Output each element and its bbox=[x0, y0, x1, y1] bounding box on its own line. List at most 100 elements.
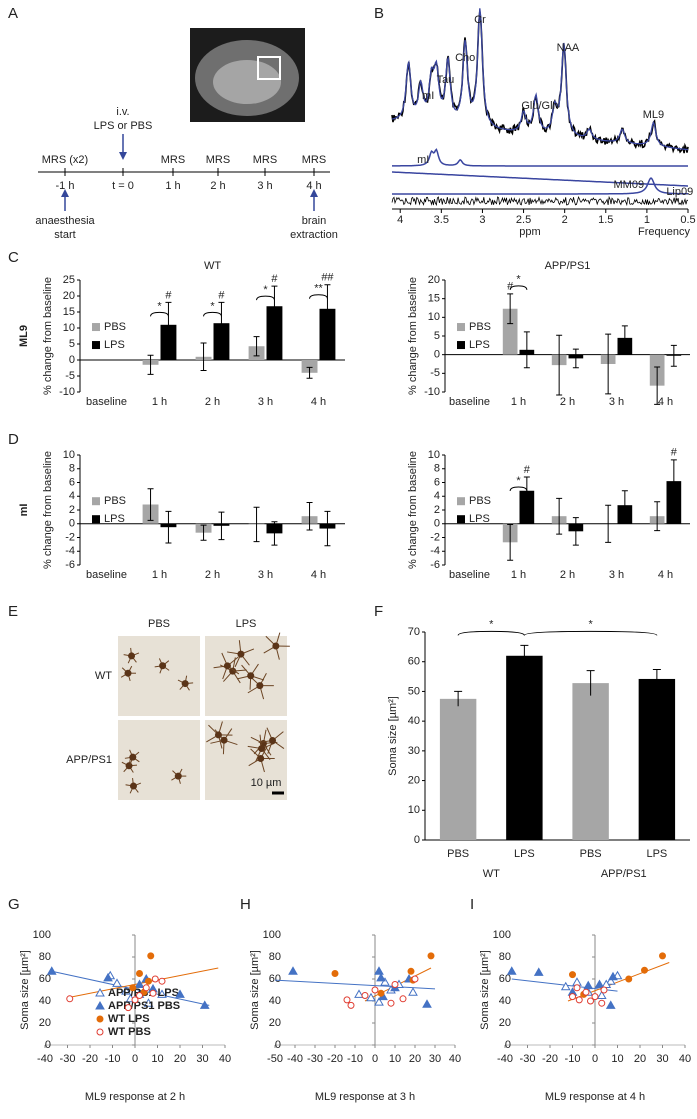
point bbox=[66, 995, 74, 1003]
significance: # bbox=[507, 281, 514, 293]
spectrum-fit bbox=[391, 8, 689, 151]
x-tick-label: -30 bbox=[60, 1053, 76, 1065]
y-tick-label: 60 bbox=[269, 973, 281, 985]
x-tick-label: -40 bbox=[287, 1053, 303, 1065]
legend-label: APP/PS1 PBS bbox=[108, 1000, 180, 1012]
y-tick-label: -10 bbox=[59, 386, 75, 398]
y-tick-label: 30 bbox=[408, 745, 420, 757]
bracket bbox=[256, 295, 275, 301]
y-tick-label: 2 bbox=[434, 504, 440, 516]
error-bar bbox=[507, 293, 514, 325]
y-tick-label: 0 bbox=[434, 518, 440, 530]
point bbox=[366, 992, 376, 1002]
x-tick-label: PBS bbox=[580, 848, 602, 860]
x-tick-label: 10 bbox=[611, 1053, 623, 1065]
x-tick-label: 20 bbox=[174, 1053, 186, 1065]
error-bar bbox=[324, 510, 331, 547]
component-mi bbox=[392, 148, 688, 167]
legend-swatch bbox=[92, 497, 100, 506]
bracket bbox=[203, 311, 222, 317]
timeline-label: MRS (x2) bbox=[42, 154, 88, 166]
legend-swatch bbox=[457, 323, 465, 332]
bracket bbox=[309, 294, 328, 299]
cell-body bbox=[124, 669, 132, 677]
point bbox=[143, 998, 154, 1007]
x-tick-label: LPS bbox=[514, 848, 535, 860]
bar bbox=[439, 698, 477, 840]
significance: * bbox=[516, 274, 521, 286]
x-tick-label: 20 bbox=[634, 1053, 646, 1065]
timeline-note: start bbox=[54, 229, 75, 241]
point bbox=[371, 986, 379, 994]
cell-body bbox=[237, 650, 245, 658]
peak-label: Cr bbox=[474, 14, 486, 26]
x-tick-label: 1 h bbox=[152, 396, 167, 408]
error-bar bbox=[253, 336, 260, 357]
x-tick-label: -30 bbox=[520, 1053, 536, 1065]
error-bar bbox=[218, 301, 225, 345]
cell-body bbox=[247, 672, 255, 680]
y-tick-label: 10 bbox=[63, 322, 75, 334]
x-tick-label: 0 bbox=[372, 1053, 378, 1065]
micrograph bbox=[205, 636, 287, 716]
y-tick-label: 40 bbox=[269, 995, 281, 1007]
panel-label: I bbox=[470, 896, 474, 913]
error-bar bbox=[454, 690, 463, 707]
y-tick-label: 80 bbox=[269, 951, 281, 963]
error-bar bbox=[200, 524, 207, 541]
point bbox=[596, 990, 607, 999]
point bbox=[134, 979, 145, 988]
panel-label: G bbox=[8, 896, 20, 913]
significance: * bbox=[588, 618, 593, 630]
legend-label: LPS bbox=[469, 513, 490, 525]
x-tick-label: 3 h bbox=[609, 569, 624, 581]
arrow-head bbox=[61, 189, 69, 197]
y-tick-label: 0 bbox=[434, 349, 440, 361]
x-tick-label: 1 bbox=[644, 214, 650, 226]
x-tick-label: 4 h bbox=[311, 396, 326, 408]
y-tick-label: 10 bbox=[428, 449, 440, 461]
legend-marker bbox=[95, 987, 105, 997]
y-axis-label: Soma size [µm²] bbox=[19, 950, 31, 1030]
timeline-time: 4 h bbox=[306, 180, 321, 192]
timeline-note: anaesthesia bbox=[35, 215, 95, 227]
point bbox=[175, 989, 185, 998]
component-label: Lip09 bbox=[666, 186, 693, 198]
x-tick-label: LPS bbox=[646, 848, 667, 860]
y-tick-label: 100 bbox=[33, 929, 51, 941]
error-bar bbox=[556, 497, 563, 535]
x-tick-label: -50 bbox=[267, 1053, 283, 1065]
y-tick-label: 20 bbox=[499, 1017, 511, 1029]
panel-label: H bbox=[240, 896, 251, 913]
x-tick-label: 40 bbox=[679, 1053, 691, 1065]
point bbox=[569, 971, 576, 979]
point bbox=[605, 1000, 616, 1009]
y-tick-label: 100 bbox=[263, 929, 281, 941]
component-label: MM09 bbox=[614, 179, 645, 191]
x-axis-label: ML9 response at 2 h bbox=[85, 1091, 185, 1103]
y-axis-label: % change from baseline bbox=[407, 277, 419, 395]
legend-swatch bbox=[457, 515, 465, 524]
timeline-time: 1 h bbox=[165, 180, 180, 192]
point bbox=[145, 977, 152, 985]
error-bar bbox=[200, 342, 207, 372]
legend-marker bbox=[96, 1015, 104, 1023]
point bbox=[411, 975, 419, 983]
bar bbox=[572, 683, 609, 840]
x-tick-label: -20 bbox=[327, 1053, 343, 1065]
group-label: WT bbox=[483, 868, 500, 880]
y-tick-label: 20 bbox=[428, 274, 440, 286]
y-tick-label: 6 bbox=[434, 476, 440, 488]
y-tick-label: 0 bbox=[505, 1039, 511, 1051]
cell-body bbox=[214, 731, 222, 739]
error-bar bbox=[306, 501, 313, 531]
point bbox=[506, 966, 517, 975]
x-tick-label: 10 bbox=[389, 1053, 401, 1065]
error-bar bbox=[670, 344, 677, 367]
y-axis-label: Soma size [µm²] bbox=[249, 950, 261, 1030]
point bbox=[147, 952, 155, 960]
x-tick-label: 40 bbox=[449, 1053, 461, 1065]
column-label: LPS bbox=[236, 618, 257, 630]
point bbox=[103, 972, 113, 982]
